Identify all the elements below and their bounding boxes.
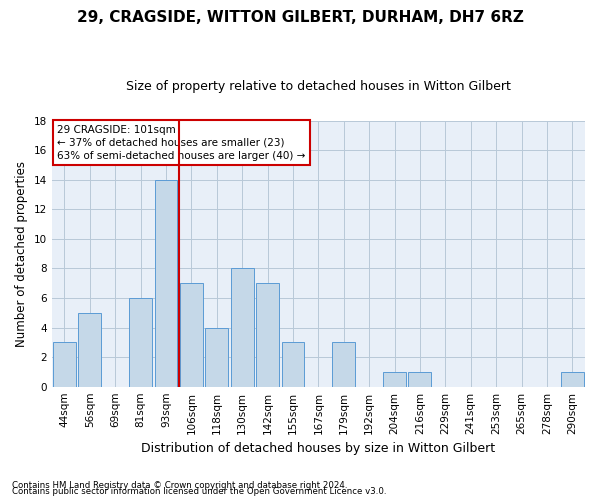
Bar: [79, 313, 101, 386]
Bar: [205, 328, 228, 386]
Bar: [129, 298, 152, 386]
Bar: [155, 180, 178, 386]
Bar: [256, 283, 279, 387]
Title: Size of property relative to detached houses in Witton Gilbert: Size of property relative to detached ho…: [126, 80, 511, 93]
Text: Contains public sector information licensed under the Open Government Licence v3: Contains public sector information licen…: [12, 488, 386, 496]
X-axis label: Distribution of detached houses by size in Witton Gilbert: Distribution of detached houses by size …: [141, 442, 496, 455]
Bar: [561, 372, 584, 386]
Bar: [53, 342, 76, 386]
Text: 29 CRAGSIDE: 101sqm
← 37% of detached houses are smaller (23)
63% of semi-detach: 29 CRAGSIDE: 101sqm ← 37% of detached ho…: [57, 124, 305, 161]
Bar: [281, 342, 304, 386]
Text: 29, CRAGSIDE, WITTON GILBERT, DURHAM, DH7 6RZ: 29, CRAGSIDE, WITTON GILBERT, DURHAM, DH…: [77, 10, 523, 25]
Text: Contains HM Land Registry data © Crown copyright and database right 2024.: Contains HM Land Registry data © Crown c…: [12, 481, 347, 490]
Bar: [332, 342, 355, 386]
Bar: [180, 283, 203, 387]
Bar: [231, 268, 254, 386]
Bar: [409, 372, 431, 386]
Bar: [383, 372, 406, 386]
Y-axis label: Number of detached properties: Number of detached properties: [15, 160, 28, 346]
